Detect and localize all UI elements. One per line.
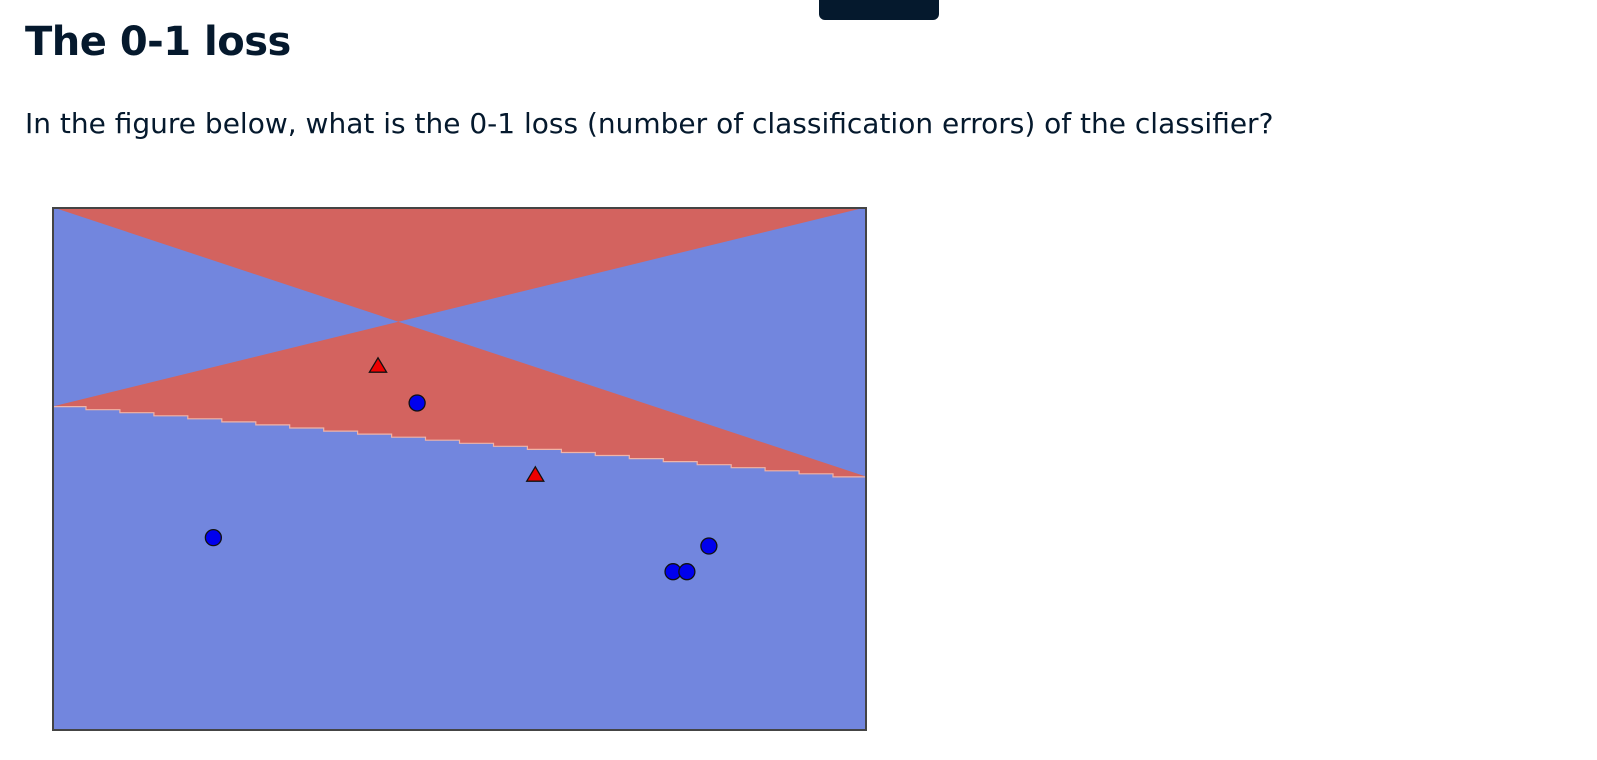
red-triangle-point <box>525 465 545 482</box>
red-triangle-point <box>368 356 388 373</box>
decision-boundary-plot <box>52 207 867 731</box>
top-tab[interactable] <box>819 0 939 20</box>
classifier-figure <box>52 207 867 731</box>
blue-circle-point <box>678 563 696 581</box>
blue-circle-point <box>204 528 223 547</box>
exercise-title: The 0-1 loss <box>25 19 291 65</box>
red-region <box>52 207 867 477</box>
blue-circle-point <box>408 394 426 412</box>
exercise-question: In the figure below, what is the 0-1 los… <box>25 107 1274 140</box>
plot-frame <box>52 207 867 731</box>
decision-boundary-line <box>52 406 867 478</box>
blue-circle-point <box>700 537 718 555</box>
